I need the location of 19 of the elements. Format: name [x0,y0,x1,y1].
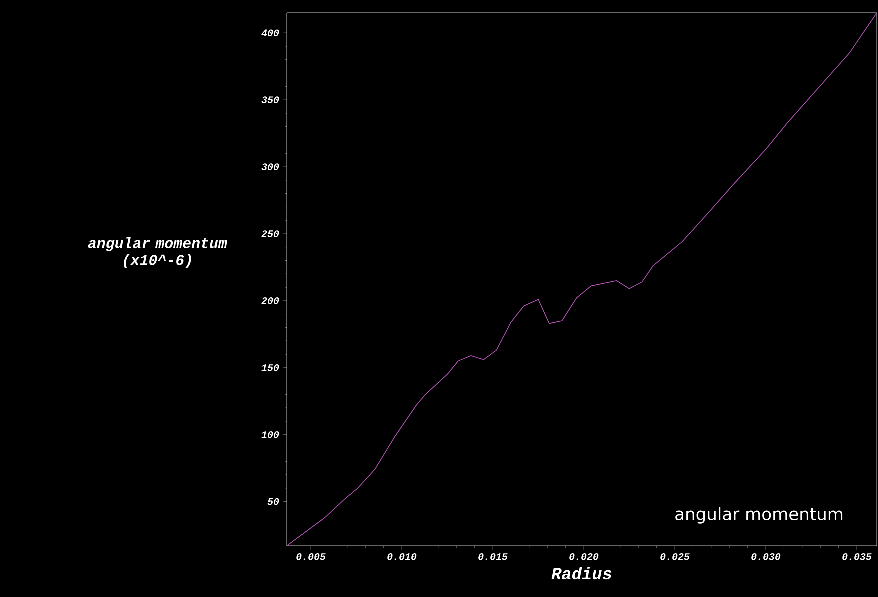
y-tick-label: 150 [262,364,280,372]
y-tick-label: 50 [268,498,280,506]
x-tick-label: 0.020 [570,554,599,560]
y-tick-label: 400 [262,30,280,36]
annotation: angular momentum [676,507,843,524]
y-tick-label: 250 [262,230,280,238]
x-axis-title: Radius [552,567,612,580]
y-tick-label: 200 [262,298,280,304]
line-series [287,12,878,546]
x-tick-label: 0.015 [478,554,508,560]
y-tick-label: 100 [262,431,280,438]
x-tick-label: 0.025 [660,554,690,560]
x-tick-label: 0.035 [842,554,872,560]
y-tick-label: 350 [262,96,280,104]
x-tick-label: 0.010 [388,554,417,560]
x-tick-label: 0.005 [296,554,326,560]
y-tick-label: 300 [262,164,280,170]
x-tick-label: 0.030 [752,554,781,560]
y-axis-title: angular momentum (x10^-6) [88,237,228,268]
